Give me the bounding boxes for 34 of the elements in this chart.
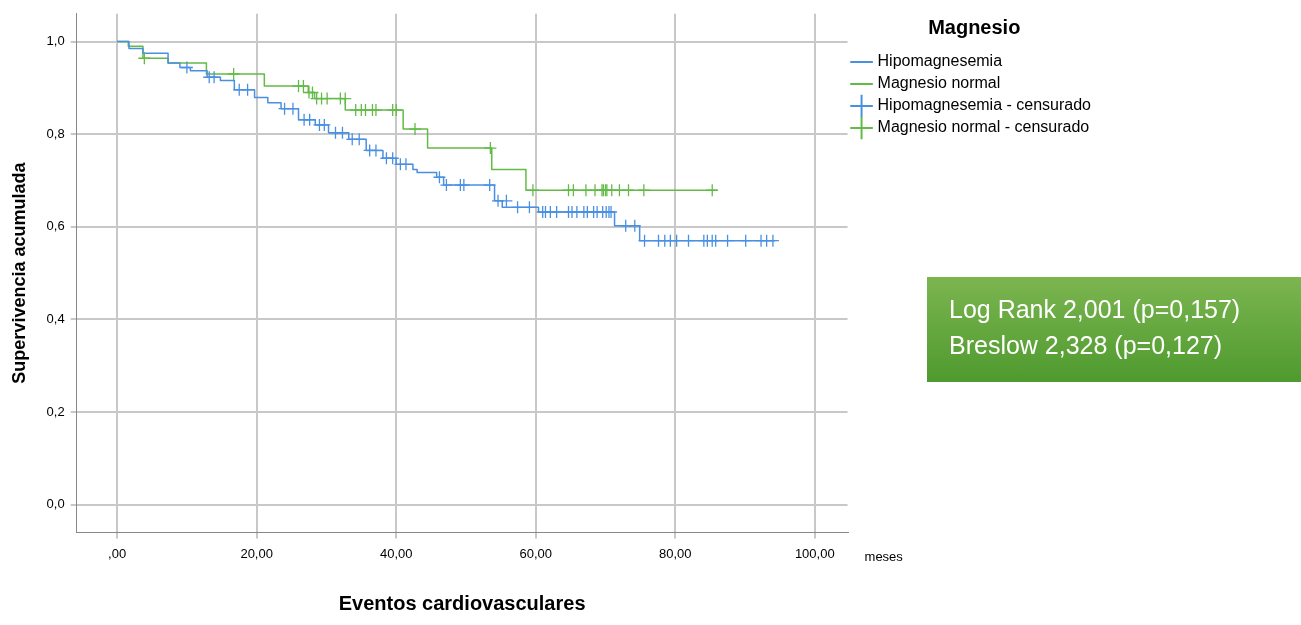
y-tick-label: 0,2 [46,403,65,419]
x-tick-label: 40,00 [379,545,413,561]
x-tick-label: 80,00 [658,545,692,561]
point [526,183,540,197]
y-tick-label: 0,6 [46,218,65,234]
y-tick-label: 1,0 [46,33,65,49]
point [621,183,636,197]
legend-label: Hipomagnesemia - censurado [877,96,1092,114]
x-tick-label: 100,00 [794,545,835,561]
legend-label: Magnesio normal [877,74,1001,92]
point [705,183,719,197]
point [320,91,334,106]
point [338,91,352,106]
text: meses [864,548,904,564]
legend-label: Magnesio normal - censurado [877,118,1090,136]
x-tick-label: 60,00 [519,545,552,561]
y-tick-label: 0,0 [46,496,65,512]
text: Log Rank 2,001 (p=0,157) [949,294,1242,325]
point [566,183,581,197]
legend-title: Magnesio [928,15,1021,38]
y-tick-label: 0,4 [46,310,65,326]
point [408,122,422,136]
point [369,103,383,117]
point [637,183,651,197]
x-tick-label: ,00 [108,545,127,561]
y-axis-title: Supervivencia acumulada [8,161,29,384]
point [483,141,498,155]
x-tick-label: 20,00 [240,545,273,561]
point [226,67,241,81]
text: Breslow 2,328 (p=0,127) [949,330,1224,361]
legend-label: Hipomagnesemia [877,52,1003,70]
x-axis-title: Eventos cardiovasculares [338,591,586,614]
y-tick-label: 0,8 [46,125,65,141]
point [137,51,151,65]
